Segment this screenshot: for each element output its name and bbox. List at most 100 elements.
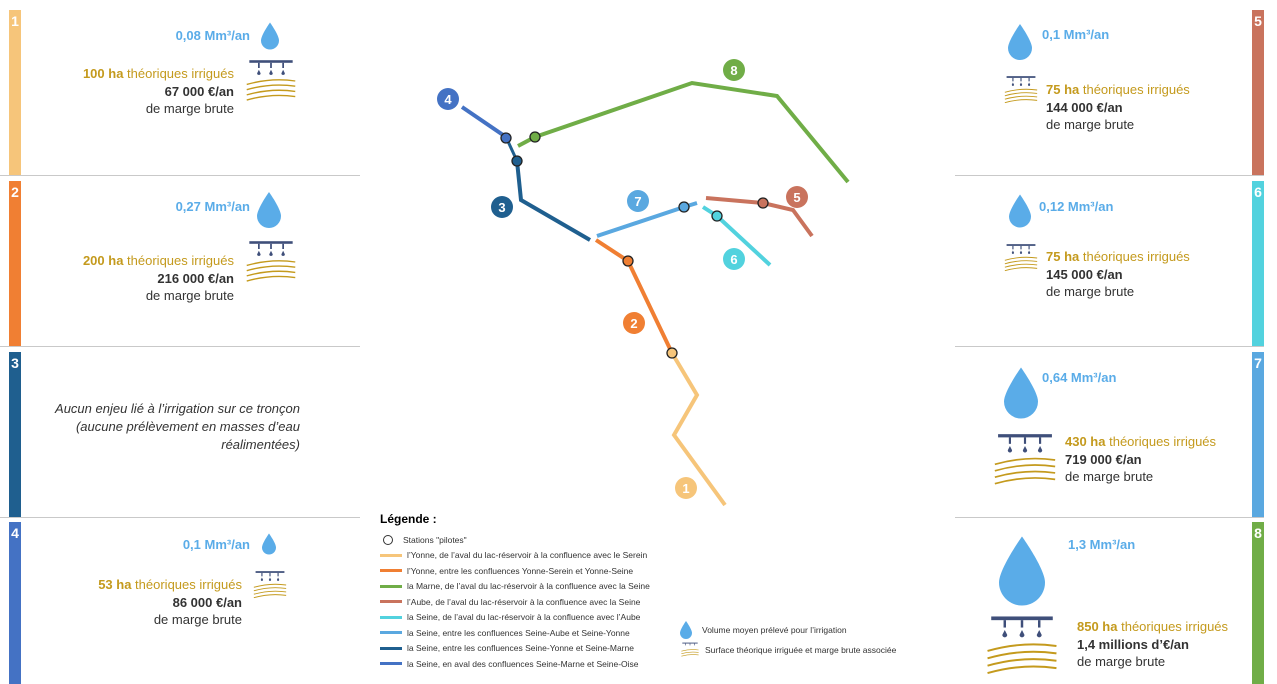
pilot-station-marker	[622, 255, 634, 267]
panel-1: 1 0,08 Mm³/an 100 ha théoriques irrigués…	[0, 10, 360, 176]
map-label-2: 2	[623, 312, 645, 334]
gross-margin-value: 144 000 €/an	[1046, 100, 1123, 115]
pilot-station-marker	[529, 131, 541, 143]
panel-number: 3	[11, 355, 19, 371]
panel-number-bar: 4	[9, 522, 21, 684]
panel-6: 6 0,12 Mm³/an 75 ha théoriques irrigués …	[955, 181, 1264, 347]
volume-value: 0,27 Mm³/an	[175, 199, 250, 214]
gross-margin-label: de marge brute	[1046, 117, 1135, 132]
panel-number: 6	[1254, 184, 1262, 200]
pilot-station-marker	[711, 210, 723, 222]
irrigated-field-icon	[681, 642, 699, 657]
gross-margin-label: de marge brute	[1046, 284, 1135, 299]
river-segment-3	[515, 160, 592, 242]
water-drop-icon	[999, 536, 1045, 606]
irrigated-field-icon	[246, 241, 296, 282]
river-segment-5	[705, 196, 814, 238]
volume-value: 0,08 Mm³/an	[175, 28, 250, 43]
panel-8: 8 1,3 Mm³/an 850 ha théoriques irrigués …	[955, 522, 1264, 684]
water-drop-icon	[1008, 24, 1032, 60]
panel-7: 7 0,64 Mm³/an 430 ha théoriques irrigués…	[955, 352, 1264, 518]
panel-4: 4 0,1 Mm³/an 53 ha théoriques irrigués 8…	[0, 522, 360, 684]
legend-item: l’Yonne, de l’aval du lac-réservoir à la…	[380, 548, 680, 564]
river-segment-4	[460, 105, 508, 139]
legend-swatch	[380, 600, 402, 604]
station-circle-icon	[383, 534, 393, 545]
map-label-8: 8	[723, 59, 745, 81]
map-label-4: 4	[437, 88, 459, 110]
panel-3: 3 Aucun enjeu lié à l’irrigation sur ce …	[0, 352, 360, 518]
legend-item: la Seine, en aval des confluences Seine-…	[380, 656, 680, 672]
map-label-6: 6	[723, 248, 745, 270]
irrigated-field-icon	[994, 434, 1056, 485]
volume-value: 1,3 Mm³/an	[1068, 537, 1136, 552]
legend-swatch	[380, 615, 402, 619]
panel-2: 2 0,27 Mm³/an 200 ha théoriques irrigués…	[0, 181, 360, 347]
water-drop-icon	[257, 192, 281, 228]
river-segment-2	[594, 238, 674, 354]
pilot-station-marker	[666, 347, 678, 359]
legend-swatch	[380, 569, 402, 573]
volume-value: 0,1 Mm³/an	[182, 537, 250, 552]
legend-swatch	[380, 553, 402, 557]
gross-margin-value: 86 000 €/an	[172, 595, 242, 610]
svg-text:8: 8	[730, 63, 737, 78]
panel-number-bar: 7	[1252, 352, 1264, 517]
map-label-3: 3	[491, 196, 513, 218]
river-segment-8	[517, 80, 850, 184]
pilot-station-marker	[500, 132, 512, 144]
panel-number: 8	[1254, 525, 1262, 541]
panel-number: 2	[11, 184, 19, 200]
legend-volume: Volume moyen prélevé pour l’irrigation	[680, 620, 896, 640]
no-issue-text: Aucun enjeu lié à l’irrigation sur ce tr…	[55, 401, 300, 452]
water-drop-icon	[680, 621, 692, 639]
irrigated-area: 75 ha théoriques irrigués	[1046, 82, 1190, 97]
water-drop-icon	[1004, 367, 1038, 419]
map-label-7: 7	[627, 190, 649, 212]
irrigated-area: 850 ha théoriques irrigués	[1077, 619, 1229, 634]
panel-number-bar: 1	[9, 10, 21, 175]
svg-text:6: 6	[730, 252, 737, 267]
legend-stations: Stations "pilotes"	[380, 532, 680, 548]
gross-margin-label: de marge brute	[145, 101, 234, 116]
gross-margin-label: de marge brute	[145, 288, 234, 303]
svg-text:2: 2	[630, 316, 637, 331]
legend-title: Légende :	[380, 512, 437, 526]
irrigated-field-icon	[1004, 244, 1038, 272]
pilot-station-marker	[757, 197, 769, 209]
map-label-5: 5	[786, 186, 808, 208]
legend-item: la Marne, de l’aval du lac-réservoir à l…	[380, 579, 680, 595]
panel-number-bar: 2	[9, 181, 21, 346]
legend-swatch	[380, 646, 402, 650]
gross-margin-label: de marge brute	[1077, 654, 1166, 669]
legend-item: la Seine, de l’aval du lac-réservoir à l…	[380, 610, 680, 626]
legend-item: l’Yonne, entre les confluences Yonne-Ser…	[380, 563, 680, 579]
svg-text:4: 4	[444, 92, 452, 107]
gross-margin-value: 67 000 €/an	[164, 84, 234, 99]
legend: Légende : Stations "pilotes" l’Yonne, de…	[380, 512, 680, 672]
legend-item: la Seine, entre les confluences Seine-Yo…	[380, 641, 680, 657]
panel-number: 1	[11, 13, 19, 29]
gross-margin-value: 719 000 €/an	[1065, 452, 1142, 467]
water-drop-icon	[1009, 194, 1031, 228]
gross-margin-label: de marge brute	[1065, 469, 1154, 484]
gross-margin-label: de marge brute	[153, 612, 242, 627]
panel-number-bar: 6	[1252, 181, 1264, 346]
river-segment-1	[670, 351, 727, 507]
water-drop-icon	[261, 22, 279, 50]
water-drop-icon	[262, 533, 276, 555]
legend-swatch	[380, 631, 402, 635]
map-label-1: 1	[675, 477, 697, 499]
irrigated-area: 200 ha théoriques irrigués	[82, 253, 234, 268]
volume-value: 0,12 Mm³/an	[1039, 199, 1114, 214]
irrigated-area: 53 ha théoriques irrigués	[98, 577, 242, 592]
svg-text:3: 3	[498, 200, 505, 215]
irrigated-field-icon	[246, 60, 296, 101]
irrigated-field-icon	[253, 571, 287, 599]
panel-number-bar: 8	[1252, 522, 1264, 684]
panel-5: 5 0,1 Mm³/an 75 ha théoriques irrigués 1…	[955, 10, 1264, 176]
volume-value: 0,1 Mm³/an	[1042, 27, 1110, 42]
irrigated-area: 100 ha théoriques irrigués	[82, 66, 234, 81]
pilot-station-marker	[678, 201, 690, 213]
irrigated-field-icon	[987, 616, 1057, 675]
